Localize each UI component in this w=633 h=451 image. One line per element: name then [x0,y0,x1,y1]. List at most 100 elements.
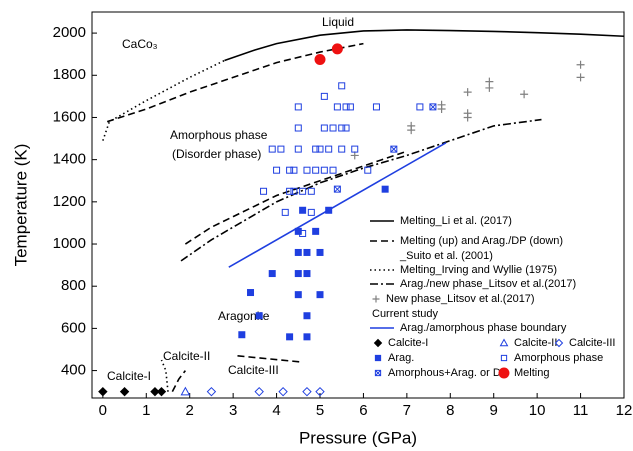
marker [350,151,359,160]
y-tick-label: 800 [61,277,86,294]
y-tick-label: 1200 [53,193,86,210]
legend-marker [373,338,383,348]
marker [320,166,328,174]
marker [312,145,320,153]
legend-marker [554,338,564,348]
annotation: (Disorder phase) [172,147,261,161]
marker [286,166,294,174]
marker [303,312,311,320]
marker [303,270,311,278]
marker [303,166,311,174]
x-tick-label: 0 [99,402,107,419]
marker [312,166,320,174]
marker [303,333,311,341]
marker [333,185,341,193]
marker [429,103,437,111]
marker [303,248,311,256]
marker [407,126,416,135]
marker [268,270,276,278]
marker [273,166,281,174]
marker [390,145,398,153]
marker [312,227,320,235]
line-series [180,118,542,262]
y-tick-label: 1000 [53,235,86,252]
legend-label: Amorphous+Arag. or DP [388,367,508,379]
marker [320,92,328,100]
x-tick-label: 8 [446,402,454,419]
y-tick-label: 1400 [53,151,86,168]
marker [325,206,333,214]
x-tick-label: 10 [529,402,546,419]
marker [254,386,264,397]
marker [277,145,285,153]
marker [286,187,294,195]
marker [294,248,302,256]
plot-frame [91,11,625,399]
legend-marker [374,354,382,362]
marker [247,289,255,297]
marker [294,103,302,111]
legend-label: New phase_Litsov et al.(2017) [386,293,535,305]
legend-label: Calcite-III [569,337,615,349]
line-series [228,142,447,268]
legend-label: Arag. [388,352,414,364]
marker [119,386,130,397]
marker [342,124,350,132]
annotation: Amorphous phase [170,128,268,142]
marker [576,73,585,82]
marker [325,145,333,153]
x-axis-title: Pressure (GPa) [299,428,417,447]
x-tick-label: 4 [272,402,280,419]
marker [315,386,325,397]
line-series [106,42,408,245]
annotation: Calcite-II [163,349,210,363]
legend-label: Amorphous phase [514,352,603,364]
marker [299,187,307,195]
legend-label: Calcite-II [514,337,557,349]
x-tick-label: 6 [359,402,367,419]
marker [316,248,324,256]
marker [463,88,472,97]
marker [294,291,302,299]
marker [294,270,302,278]
marker [299,229,307,237]
marker [286,333,294,341]
marker [294,145,302,153]
y-tick-label: 600 [61,319,86,336]
line-series [160,359,169,392]
marker [333,103,341,111]
y-tick-label: 1600 [53,108,86,125]
x-tick-label: 9 [490,402,498,419]
marker [281,208,289,216]
marker [268,145,276,153]
legend-marker [500,354,508,362]
marker [437,105,446,114]
annotation: Calcite-I [107,369,151,383]
x-tick-label: 1 [142,402,150,419]
x-tick-label: 5 [316,402,324,419]
marker [320,124,328,132]
marker [364,166,372,174]
annotation: CaCo₃ [122,37,158,51]
marker [316,291,324,299]
marker [342,103,350,111]
marker [316,145,324,153]
legend-label: Calcite-I [388,337,428,349]
marker [331,43,343,55]
y-tick-label: 2000 [53,24,86,41]
y-tick-label: 400 [61,362,86,379]
marker [299,206,307,214]
legend-marker [374,369,382,377]
marker [463,113,472,122]
marker [206,386,217,397]
legend-label: Melting [514,367,549,379]
marker [338,82,346,90]
marker [351,145,359,153]
annotation: Calcite-III [228,363,279,377]
marker [346,103,354,111]
marker [238,331,246,339]
line-series [237,355,303,363]
marker [338,124,346,132]
marker [180,386,191,396]
